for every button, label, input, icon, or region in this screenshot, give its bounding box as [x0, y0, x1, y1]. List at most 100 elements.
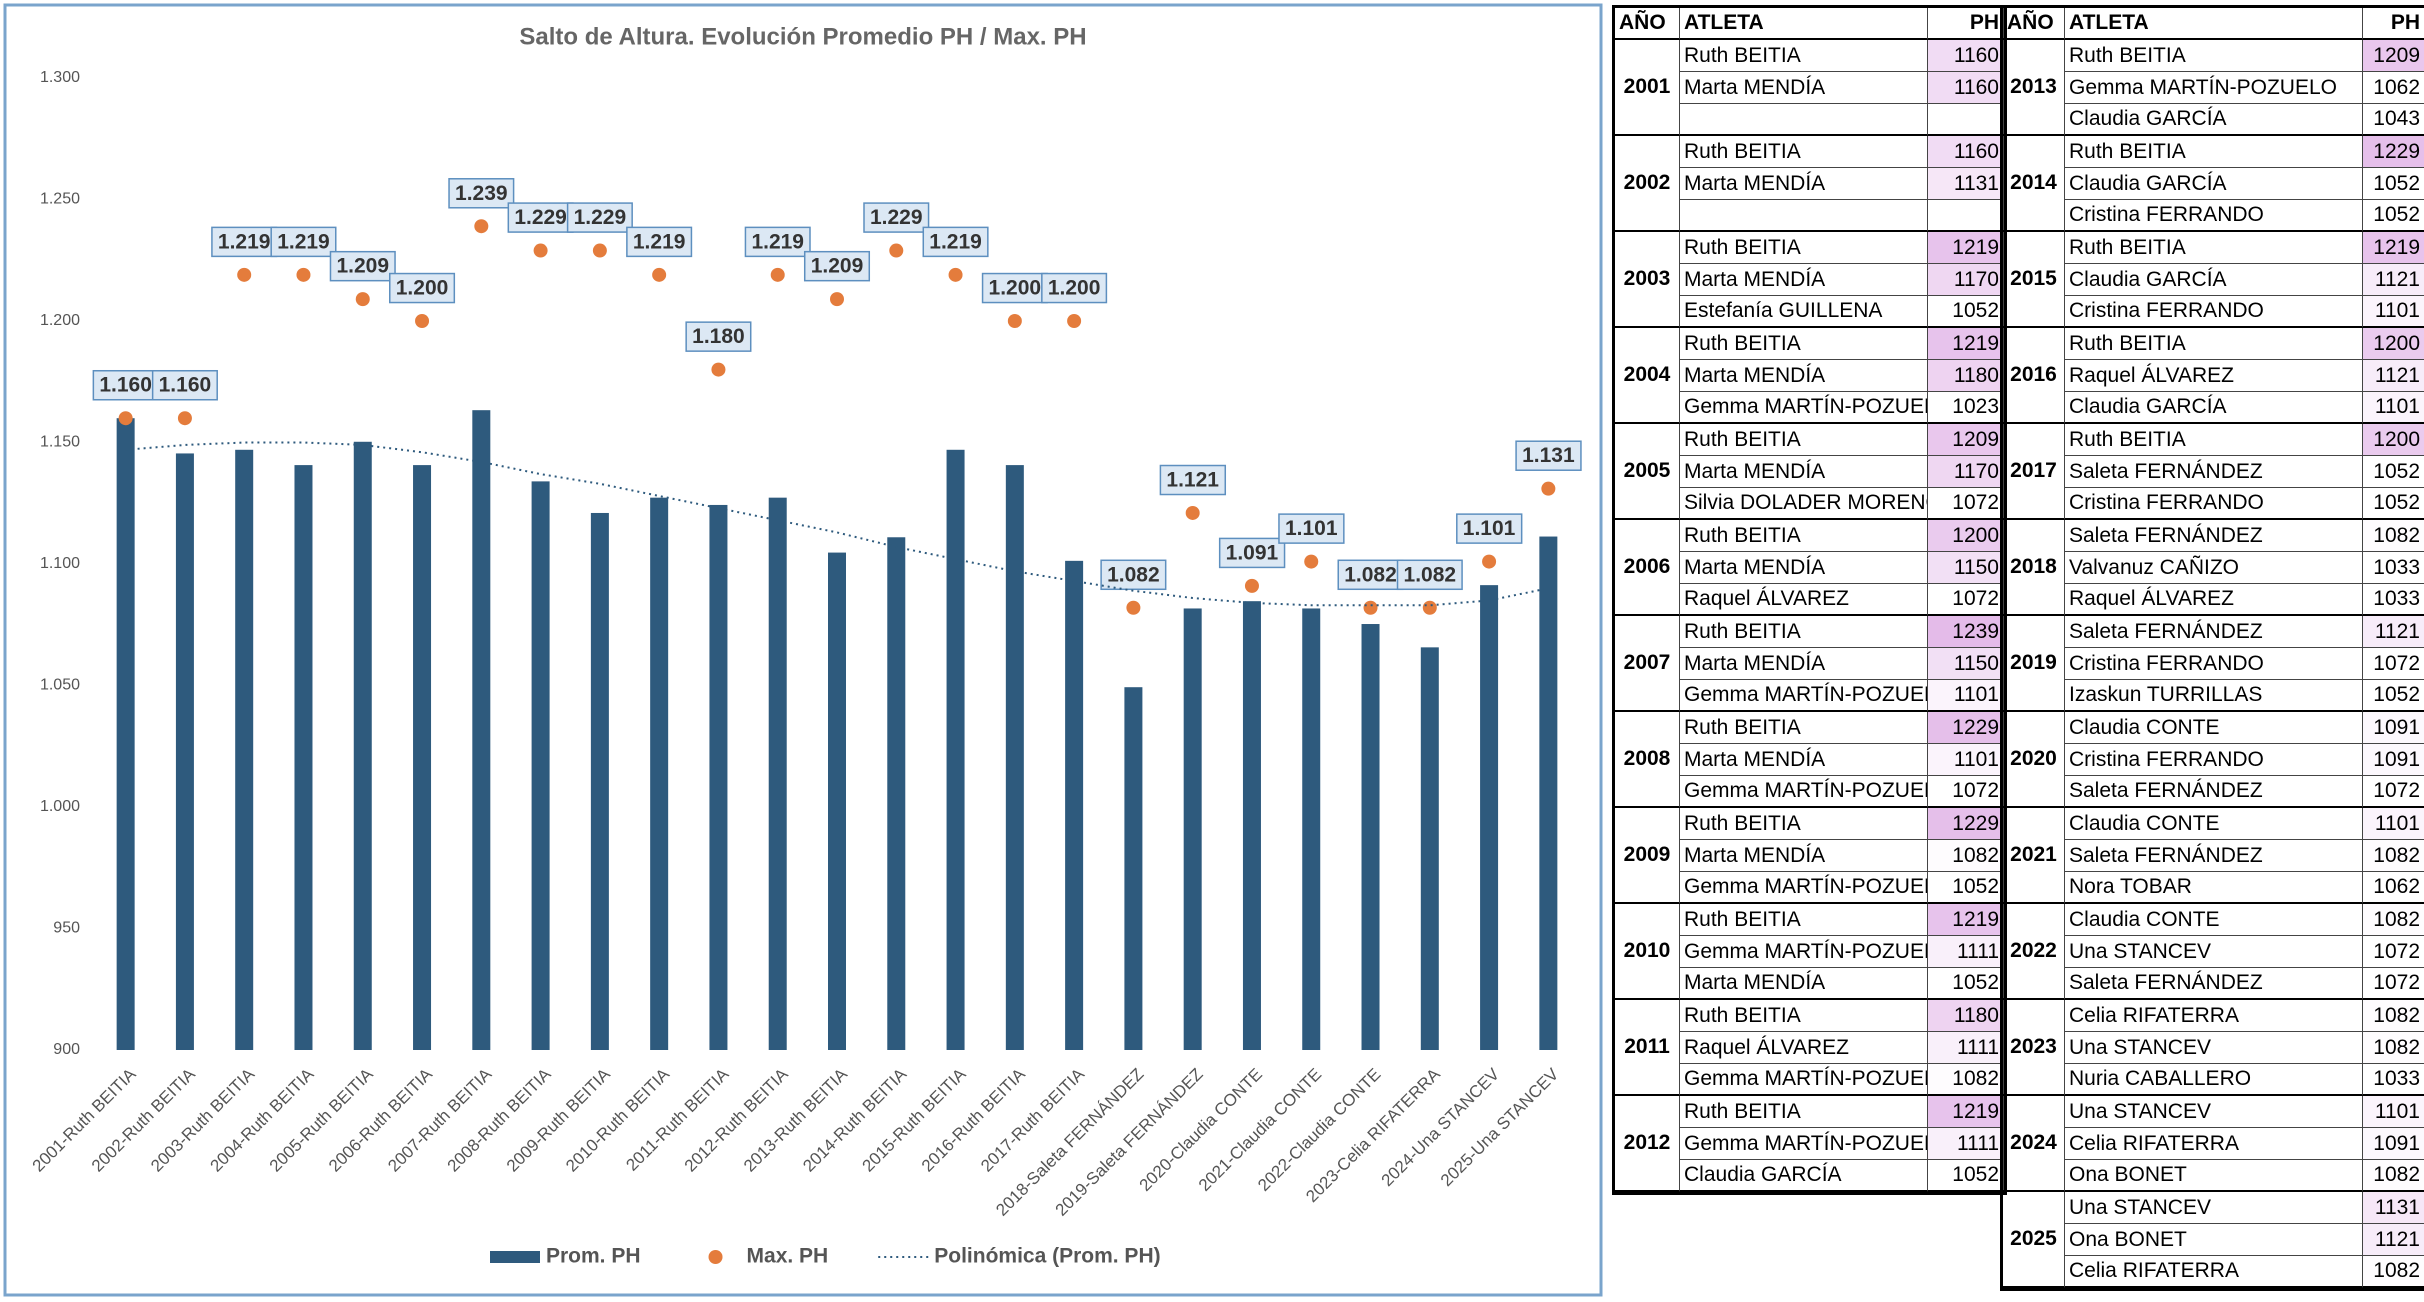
year-cell: 2020 [2003, 712, 2065, 808]
athlete-cell: Estefanía GUILLENA [1680, 296, 1928, 328]
data-label: 1.160 [99, 374, 152, 397]
bar [1065, 560, 1084, 1050]
empty-cell [1928, 104, 2004, 136]
ph-cell: 1091 [2363, 712, 2424, 744]
ph-cell: 1091 [2363, 1128, 2424, 1160]
year-cell: 2011 [1615, 1000, 1680, 1096]
athlete-cell: Celia RIFATERRA [2065, 1256, 2363, 1288]
bar [175, 453, 194, 1050]
bar [1242, 601, 1261, 1050]
data-label: 1.082 [1107, 563, 1160, 586]
data-label-group: 1.209 [329, 250, 396, 282]
data-label: 1.229 [574, 206, 627, 229]
bar [768, 497, 787, 1050]
data-label-box [1218, 537, 1286, 569]
data-label: 1.160 [159, 374, 212, 397]
data-label-box [566, 202, 633, 233]
empty-cell [1680, 104, 1928, 136]
header-cell: AÑO [1615, 8, 1680, 40]
ph-cell: 1082 [2363, 1256, 2424, 1288]
ph-cell: 1121 [2363, 1224, 2424, 1256]
data-label-box [270, 226, 337, 258]
ph-cell: 1101 [2363, 1096, 2424, 1128]
athlete-cell: Nora TOBAR [2065, 872, 2363, 904]
data-label-box [92, 369, 159, 401]
data-label-group: 1.200 [981, 272, 1048, 304]
ph-cell: 1072 [1928, 488, 2004, 520]
data-label-group: 1.160 [92, 369, 159, 401]
athlete-cell: Ruth BEITIA [1680, 232, 1928, 264]
data-label: 1.180 [692, 325, 745, 348]
marker [592, 243, 607, 258]
ph-cell: 1160 [1928, 136, 2004, 168]
data-label-group: 1.101 [1456, 513, 1523, 544]
ph-cell: 1209 [1928, 424, 2004, 456]
bar [1361, 624, 1380, 1050]
athlete-cell: Marta MENDÍA [1680, 552, 1928, 584]
ph-cell: 1043 [2363, 104, 2424, 136]
data-label: 1.209 [336, 255, 389, 278]
ph-cell: 1052 [1928, 1160, 2004, 1192]
data-label-box [1515, 440, 1582, 471]
ph-cell: 1150 [1928, 648, 2004, 680]
athlete-cell: Cristina FERRANDO [2065, 744, 2363, 776]
data-label-box [151, 369, 218, 401]
athlete-cell: Ruth BEITIA [1680, 328, 1928, 360]
ph-cell: 1200 [1928, 520, 2004, 552]
ph-cell: 1180 [1928, 360, 2004, 392]
year-cell: 2006 [1615, 520, 1680, 616]
ph-cell: 1052 [1928, 296, 2004, 328]
athlete-cell: Marta MENDÍA [1680, 72, 1928, 104]
data-label: 1.091 [1226, 541, 1279, 564]
marker [533, 243, 548, 258]
marker [1422, 600, 1437, 615]
ph-cell: 1052 [2363, 488, 2424, 520]
bar [294, 465, 313, 1050]
marker [770, 267, 785, 282]
chart: Salto de Altura. Evolución Promedio PH /… [3, 3, 1603, 1297]
legend-swatch [708, 1250, 723, 1264]
athlete-cell: Marta MENDÍA [1680, 744, 1928, 776]
athlete-cell: Gemma MARTÍN-POZUELO [1680, 872, 1928, 904]
year-cell: 2016 [2003, 328, 2065, 424]
ph-cell: 1111 [1928, 1128, 2004, 1160]
ph-cell: 1170 [1928, 264, 2004, 296]
ph-cell: 1200 [2363, 328, 2424, 360]
marker [1185, 505, 1200, 520]
bar [1183, 608, 1202, 1050]
year-cell: 2012 [1615, 1096, 1680, 1192]
data-label-group: 1.229 [507, 202, 574, 233]
legend-label: Polinómica (Prom. PH) [934, 1245, 1160, 1268]
ph-cell: 1131 [2363, 1192, 2424, 1224]
year-cell: 2023 [2003, 1000, 2065, 1096]
marker [118, 411, 133, 426]
ph-cell: 1072 [2363, 968, 2424, 1000]
athlete-cell: Cristina FERRANDO [2065, 296, 2363, 328]
ph-cell: 1239 [1928, 616, 2004, 648]
empty-cell [1928, 200, 2004, 232]
marker [711, 362, 726, 377]
athlete-cell: Ruth BEITIA [1680, 424, 1928, 456]
header-cell: ATLETA [2065, 8, 2363, 40]
athlete-cell: Claudia CONTE [2065, 712, 2363, 744]
bar [353, 441, 372, 1050]
ph-cell: 1072 [2363, 648, 2424, 680]
marker [474, 219, 489, 234]
athlete-cell: Gemma MARTÍN-POZUELO [1680, 936, 1928, 968]
bar [1302, 608, 1321, 1050]
ph-cell: 1160 [1928, 72, 2004, 104]
year-cell: 2007 [1615, 616, 1680, 712]
bar [828, 552, 846, 1050]
bar [116, 418, 135, 1050]
athlete-cell: Ruth BEITIA [1680, 616, 1928, 648]
year-cell: 2019 [2003, 616, 2065, 712]
data-label-group: 1.082 [1100, 559, 1167, 591]
data-label-box [922, 226, 989, 258]
athlete-cell: Ona BONET [2065, 1224, 2363, 1256]
marker [1304, 554, 1319, 569]
athlete-cell: Saleta FERNÁNDEZ [2065, 456, 2363, 488]
data-label-box [685, 321, 752, 352]
data-label: 1.239 [455, 182, 508, 205]
ph-cell: 1219 [1928, 904, 2004, 936]
ph-cell: 1131 [1928, 168, 2004, 200]
